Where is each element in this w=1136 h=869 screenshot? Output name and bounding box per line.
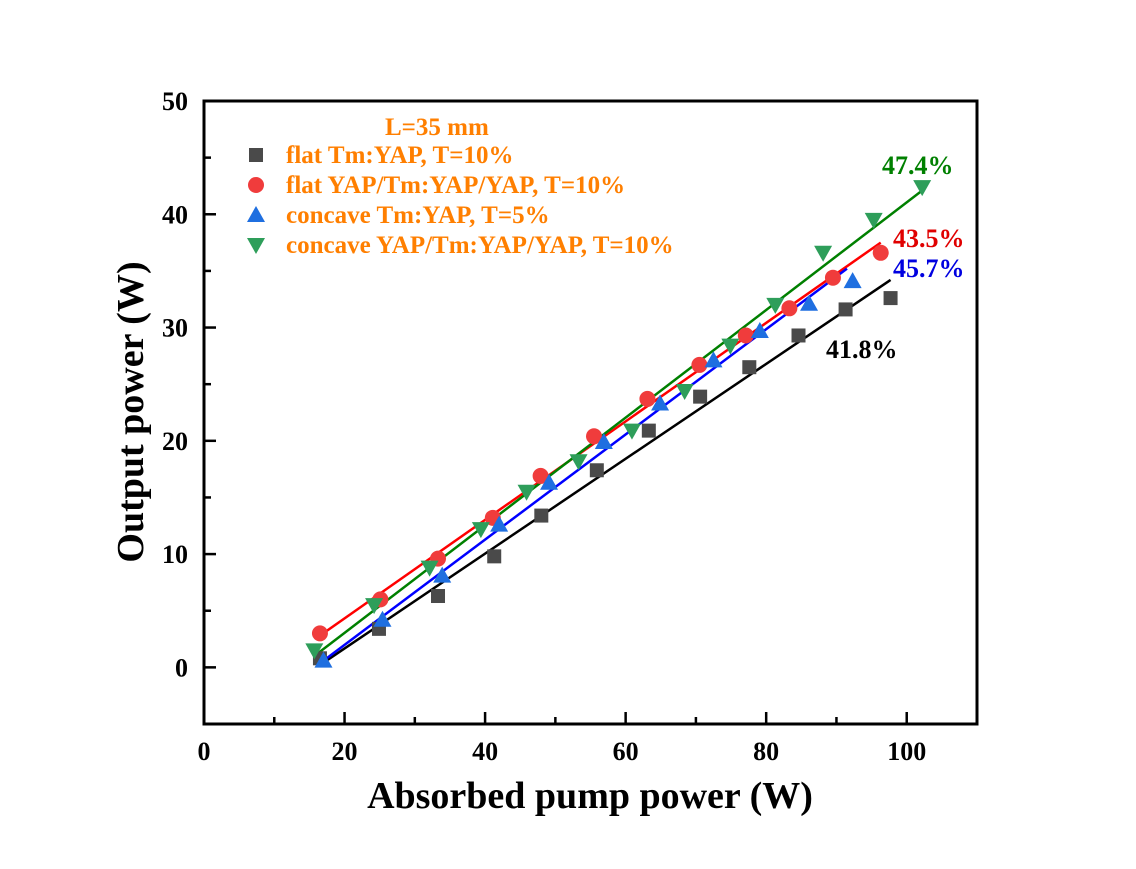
x-tick-label: 0 bbox=[198, 737, 211, 766]
data-point bbox=[641, 423, 656, 438]
legend-label: concave YAP/Tm:YAP/YAP, T=10% bbox=[286, 232, 674, 259]
slope-annotations: 41.8% 43.5%45.7% 47.4% bbox=[826, 151, 965, 364]
data-point bbox=[532, 467, 549, 484]
data-point bbox=[639, 390, 656, 407]
legend-marker-circle bbox=[248, 177, 264, 193]
slope-label-3: 45.7% bbox=[893, 254, 965, 283]
fit-lines bbox=[313, 189, 923, 667]
legend-marker-square bbox=[249, 148, 263, 162]
x-tick-label: 80 bbox=[753, 737, 779, 766]
data-point bbox=[433, 566, 452, 583]
plot-frame bbox=[202, 99, 979, 726]
data-point bbox=[420, 560, 439, 577]
data-point bbox=[622, 423, 641, 440]
slope-label-1: 41.8% bbox=[826, 335, 898, 364]
data-point bbox=[693, 389, 708, 404]
data-point bbox=[365, 598, 384, 615]
legend: L=35 mm flat Tm:YAP, T=10% flat YAP/Tm:YA… bbox=[247, 114, 674, 259]
data-point bbox=[675, 383, 694, 400]
x-tick-label: 20 bbox=[332, 737, 358, 766]
data-point bbox=[373, 610, 392, 627]
data-point bbox=[913, 180, 932, 197]
fit-line-3 bbox=[321, 267, 848, 663]
data-point bbox=[791, 328, 806, 343]
data-point bbox=[490, 515, 509, 532]
legend-marker-triangle-up bbox=[247, 206, 265, 222]
legend-title: L=35 mm bbox=[385, 114, 489, 141]
y-tick-label: 50 bbox=[162, 87, 188, 116]
data-point bbox=[766, 297, 785, 314]
data-point bbox=[800, 294, 819, 311]
data-point bbox=[872, 244, 889, 261]
data-point bbox=[781, 300, 798, 317]
axes: 0 20 40 60 80 100 0 10 20 30 40 50 bbox=[162, 87, 926, 766]
y-tick-label: 20 bbox=[162, 427, 188, 456]
x-axis-title: Absorbed pump power (W) bbox=[367, 775, 813, 817]
data-point bbox=[704, 351, 723, 368]
slope-label-4: 47.4% bbox=[882, 151, 954, 180]
legend-marker-triangle-down bbox=[247, 238, 265, 254]
data-point bbox=[517, 484, 536, 501]
y-tick-label: 30 bbox=[162, 314, 188, 343]
slope-label-2: 43.5% bbox=[893, 224, 965, 253]
data-point bbox=[569, 454, 588, 471]
data-point bbox=[814, 245, 833, 262]
fit-line-1 bbox=[319, 278, 892, 667]
y-tick-label: 0 bbox=[175, 653, 188, 682]
x-tick-label: 60 bbox=[613, 737, 639, 766]
y-tick-label: 40 bbox=[162, 200, 188, 229]
legend-label: concave Tm:YAP, T=5% bbox=[286, 202, 550, 229]
legend-label: flat Tm:YAP, T=10% bbox=[286, 142, 513, 169]
data-point bbox=[737, 327, 754, 344]
data-point bbox=[824, 269, 841, 286]
data-point bbox=[314, 651, 333, 668]
data-point bbox=[487, 549, 502, 564]
data-point bbox=[589, 463, 604, 478]
data-point bbox=[471, 522, 490, 539]
data-point bbox=[838, 302, 853, 317]
x-tick-label: 100 bbox=[887, 737, 926, 766]
data-point bbox=[742, 360, 757, 375]
data-point bbox=[305, 643, 324, 660]
fit-line-4 bbox=[313, 189, 923, 658]
series-3-points bbox=[314, 272, 862, 668]
data-point bbox=[311, 625, 328, 642]
data-point bbox=[594, 432, 613, 449]
data-point bbox=[864, 212, 883, 229]
data-point bbox=[534, 508, 549, 523]
data-points bbox=[305, 180, 932, 668]
data-point bbox=[883, 291, 898, 306]
data-point bbox=[750, 321, 769, 338]
x-tick-label: 40 bbox=[472, 737, 498, 766]
y-tick-label: 10 bbox=[162, 540, 188, 569]
y-axis-title: Output power (W) bbox=[110, 261, 152, 562]
series-4-points bbox=[305, 180, 932, 660]
data-point bbox=[843, 272, 862, 289]
data-point bbox=[586, 428, 603, 445]
legend-label: flat YAP/Tm:YAP/YAP, T=10% bbox=[286, 172, 625, 199]
data-point bbox=[651, 394, 670, 411]
data-point bbox=[540, 473, 559, 490]
data-point bbox=[431, 589, 446, 604]
data-point bbox=[721, 338, 740, 355]
data-point bbox=[691, 356, 708, 373]
